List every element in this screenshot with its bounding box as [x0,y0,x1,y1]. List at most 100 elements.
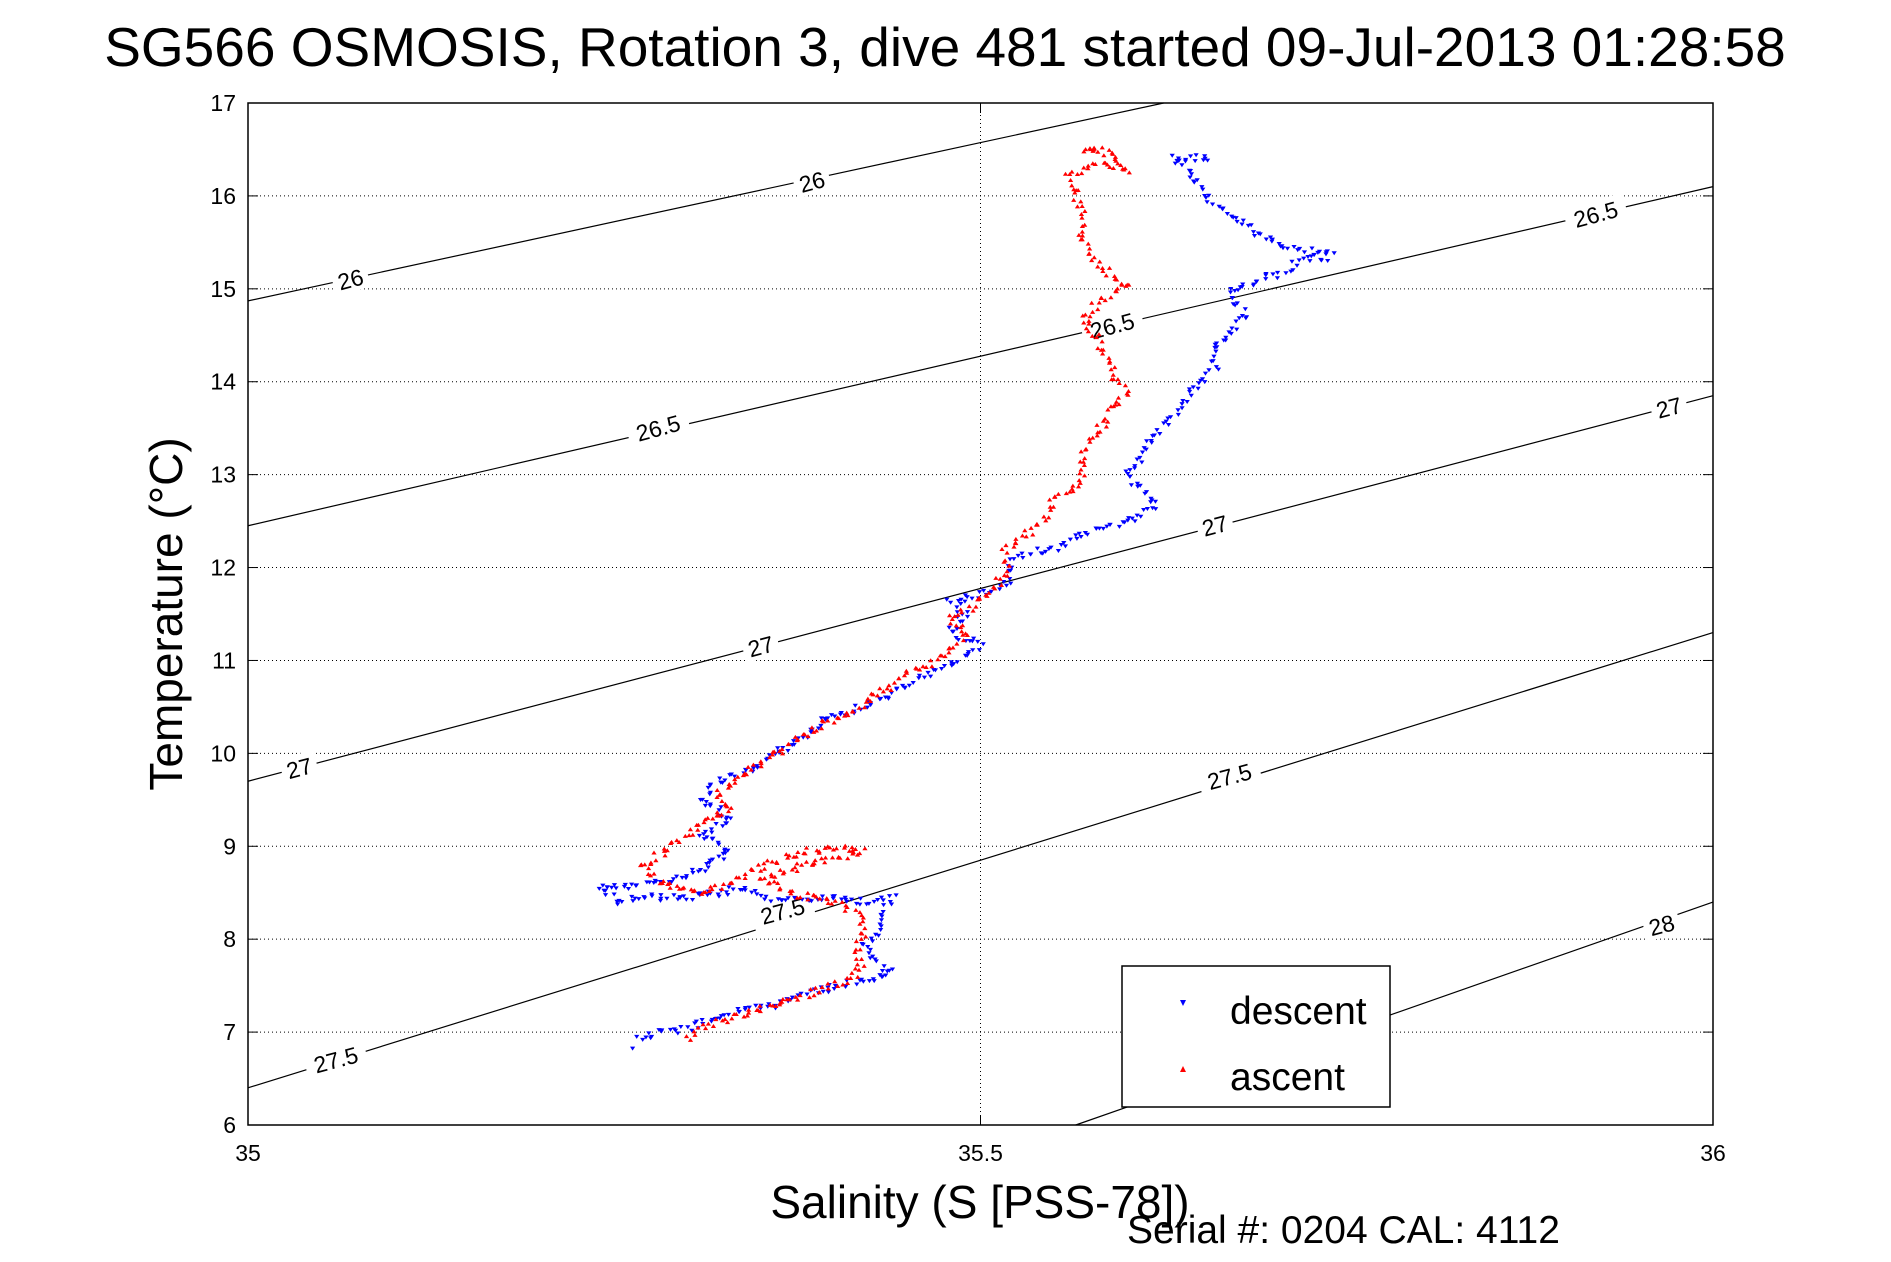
descent-point [1003,583,1010,588]
legend: descent ascent [1121,965,1391,1108]
ascent-point [1112,402,1119,407]
x-tick-label: 35.5 [958,1140,1003,1166]
ascent-point [850,708,856,713]
descent-point [727,773,733,778]
descent-point [1240,282,1246,287]
descent-point [921,675,928,680]
ascent-point [811,893,817,898]
ascent-point [757,1009,763,1014]
ascent-point [703,1026,709,1031]
ascent-point [799,862,805,867]
descent-point [880,898,886,903]
ascent-point [958,607,964,612]
ascent-point [705,1021,711,1026]
descent-point [1034,546,1041,551]
ascent-point [1079,229,1085,234]
ascent-point [852,847,859,852]
descent-point [791,742,797,747]
ascent-point [880,689,887,694]
descent-point [868,936,874,941]
descent-point [718,805,724,810]
ascent-point [1070,483,1076,488]
ascent-point [863,699,869,704]
descent-point [731,774,738,779]
ascent-point [825,718,831,723]
ascent-point [761,861,767,866]
descent-point [716,894,722,899]
y-tick-label: 6 [223,1112,236,1138]
descent-point [837,712,844,717]
ascent-point [859,913,865,918]
ascent-point [1082,222,1088,227]
ascent-point [801,851,807,856]
ascent-point [1081,165,1087,170]
ascent-point [852,966,858,971]
descent-point [1296,258,1302,263]
y-tick-label: 15 [210,276,236,302]
descent-point [1230,302,1236,307]
descent-point [1290,268,1296,273]
ascent-point [1048,507,1054,512]
descent-point [726,885,732,890]
ascent-point [645,872,651,877]
ascent-point [1087,246,1093,251]
descent-point [925,670,931,675]
ascent-point [891,680,898,685]
descent-point [951,662,957,667]
density-contour-line [247,102,1164,302]
descent-point [683,874,690,879]
descent-point [611,892,617,897]
descent-point [762,897,768,902]
descent-point [1301,256,1307,261]
plot-area [248,103,1713,1125]
descent-point [955,598,962,603]
ascent-point [942,654,948,659]
ascent-point [865,696,871,701]
descent-point [870,954,876,959]
ascent-point [695,827,701,832]
ascent-point [674,838,680,843]
descent-point [1276,242,1282,247]
ascent-point [1001,573,1008,578]
descent-point [965,651,971,656]
ascent-point [702,817,708,822]
descent-point [888,691,895,696]
ascent-point [1126,170,1132,175]
ascent-point [720,881,727,886]
ascent-point [1115,395,1122,400]
descent-point [722,851,728,856]
ascent-point [1034,522,1040,527]
ascent-point [1055,491,1061,496]
descent-point [1127,468,1133,473]
ascent-point [837,855,843,860]
descent-point [1234,301,1240,306]
ascent-point [1071,197,1077,202]
ascent-point [1104,162,1111,167]
ascent-point [812,858,818,863]
ascent-point [1111,273,1118,278]
ascent-point [959,623,966,628]
ascent-point [1078,449,1084,454]
legend-marker-ascent [1180,1066,1186,1072]
ascent-point [1115,161,1121,166]
ascent-point [843,903,849,908]
ascent-point [1089,333,1095,338]
ascent-point [1082,208,1088,213]
ascent-point [746,1007,752,1012]
ascent-point [863,934,869,939]
y-tick-label: 7 [223,1019,236,1045]
descent-point [938,666,945,671]
descent-point [1169,153,1175,158]
ascent-point [845,856,851,861]
descent-point [1274,276,1281,281]
descent-point [872,957,878,962]
descent-point [1154,428,1160,433]
ascent-point [1116,380,1122,385]
descent-point [721,857,727,862]
descent-point [1142,491,1148,496]
descent-point [878,895,885,900]
descent-point [981,588,987,593]
descent-point [702,829,709,834]
descent-point [880,910,886,915]
descent-point [669,880,675,885]
